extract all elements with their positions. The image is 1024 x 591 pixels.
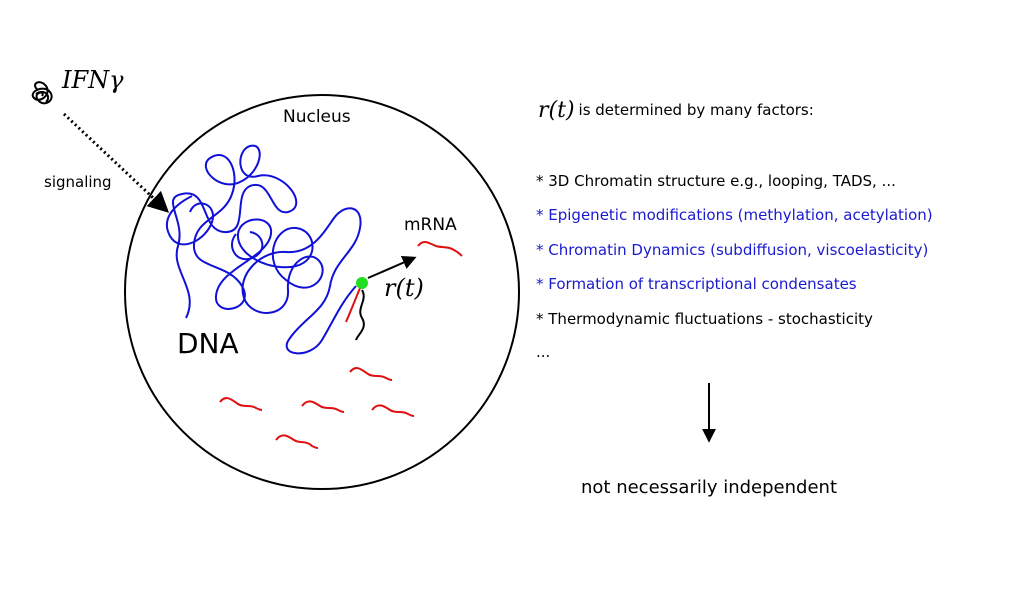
dna-strand	[165, 144, 362, 355]
mrna-strand	[417, 240, 463, 257]
signaling-label: signaling	[44, 173, 112, 191]
mrna-strands	[219, 240, 463, 449]
chromatin-tail	[355, 289, 365, 341]
locus-point	[356, 277, 368, 289]
dna-label: DNA	[177, 327, 239, 360]
signaling-arrow	[62, 112, 170, 213]
mrna-strand	[275, 434, 319, 449]
mrna-label: mRNA	[404, 215, 457, 235]
ifn-gamma-icon	[31, 81, 53, 105]
nucleus-label: Nucleus	[283, 107, 351, 127]
mrna-strand	[301, 400, 345, 413]
mrna-strand	[219, 397, 263, 411]
rt-arrow	[367, 256, 417, 279]
nucleus-circle	[124, 94, 520, 490]
ifn-gamma-label: IFNγ	[61, 66, 124, 94]
mrna-strand	[349, 367, 393, 381]
mrna-strand	[371, 404, 415, 417]
rt-label: r(t)	[384, 274, 424, 302]
gene-segment	[345, 287, 361, 323]
